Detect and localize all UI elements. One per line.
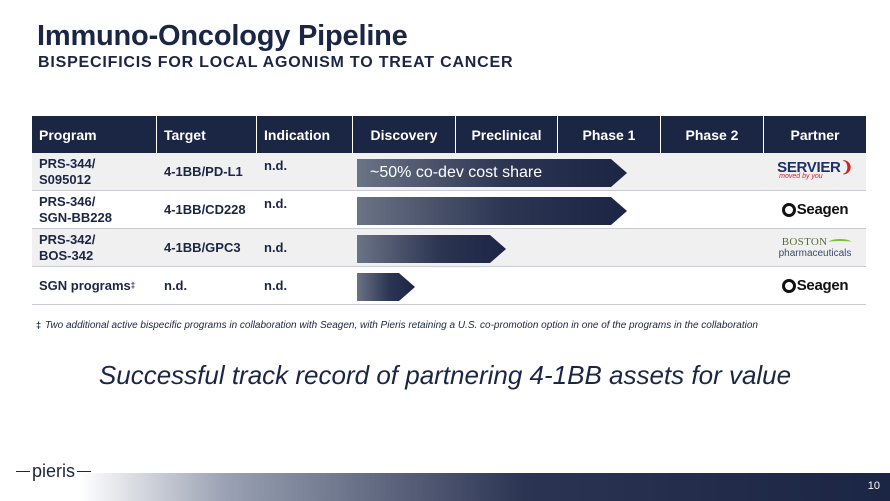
page-number: 10 bbox=[867, 480, 880, 492]
boston-name-2: pharmaceuticals bbox=[778, 247, 852, 259]
table-row: PRS-344/ S095012 4-1BB/PD-L1 n.d. ~50% c… bbox=[32, 153, 866, 191]
progress-bar: ~50% co-dev cost share bbox=[357, 159, 627, 187]
progress-bar bbox=[357, 235, 506, 263]
header-target: Target bbox=[157, 116, 257, 153]
table-row: SGN programs ‡ n.d. n.d. Seagen bbox=[32, 267, 866, 305]
header-indication: Indication bbox=[257, 116, 353, 153]
indication: n.d. bbox=[264, 278, 288, 293]
slide-subtitle: BISPECIFICIS FOR LOCAL AGONISM TO TREAT … bbox=[38, 54, 514, 71]
leaf-icon bbox=[829, 238, 852, 245]
boston-name: BOSTON bbox=[781, 235, 828, 248]
tagline: Successful track record of partnering 4-… bbox=[98, 360, 792, 390]
progress-bar bbox=[357, 273, 415, 301]
program-name: PRS-344/ S095012 bbox=[39, 155, 96, 187]
partner-logo-servier: SERVIER❩ moved by you bbox=[764, 153, 866, 190]
pipeline-table: Program Target Indication Discovery Prec… bbox=[32, 116, 866, 305]
progress-bar bbox=[357, 197, 627, 225]
target: 4-1BB/CD228 bbox=[164, 202, 246, 217]
header-program: Program bbox=[32, 116, 157, 153]
header-discovery: Discovery bbox=[353, 116, 456, 153]
servier-tagline: moved by you bbox=[779, 172, 823, 180]
footnote-text: Two additional active bispecific program… bbox=[45, 320, 758, 331]
indication: n.d. bbox=[264, 196, 288, 211]
seagen-mark-icon bbox=[781, 278, 796, 293]
partner-logo-seagen: Seagen bbox=[764, 191, 866, 228]
seagen-name: Seagen bbox=[796, 277, 849, 294]
indication: n.d. bbox=[264, 240, 288, 255]
indication: n.d. bbox=[264, 158, 288, 173]
bar-label: ~50% co-dev cost share bbox=[370, 164, 543, 181]
footer-bar: 10 bbox=[80, 473, 890, 501]
table-header: Program Target Indication Discovery Prec… bbox=[32, 116, 866, 153]
partner-logo-seagen: Seagen bbox=[764, 267, 866, 304]
slide-title: Immuno-Oncology Pipeline bbox=[37, 20, 408, 52]
program-name: PRS-346/ SGN-BB228 bbox=[39, 193, 112, 225]
target: n.d. bbox=[164, 278, 188, 293]
header-preclinical: Preclinical bbox=[456, 116, 558, 153]
target: 4-1BB/PD-L1 bbox=[164, 164, 243, 179]
footnote-symbol: ‡ bbox=[36, 320, 42, 330]
header-phase-2: Phase 2 bbox=[661, 116, 764, 153]
table-row: PRS-342/ BOS-342 4-1BB/GPC3 n.d. BOSTON … bbox=[32, 229, 866, 267]
footnote-mark: ‡ bbox=[130, 280, 136, 290]
target: 4-1BB/GPC3 bbox=[164, 240, 241, 255]
seagen-name: Seagen bbox=[796, 201, 849, 218]
table-row: PRS-346/ SGN-BB228 4-1BB/CD228 n.d. Seag… bbox=[32, 191, 866, 229]
header-phase-1: Phase 1 bbox=[558, 116, 661, 153]
header-partner: Partner bbox=[790, 126, 840, 143]
servier-swirl-icon: ❩ bbox=[840, 158, 854, 176]
program-name: PRS-342/ BOS-342 bbox=[39, 231, 96, 263]
program-name: SGN programs ‡ bbox=[39, 277, 136, 293]
partner-logo-boston: BOSTON pharmaceuticals bbox=[764, 229, 866, 266]
footnote: ‡ Two additional active bispecific progra… bbox=[36, 320, 758, 331]
servier-name: SERVIER bbox=[777, 158, 841, 176]
pieris-logo: pieris bbox=[14, 461, 93, 482]
seagen-mark-icon bbox=[781, 202, 796, 217]
